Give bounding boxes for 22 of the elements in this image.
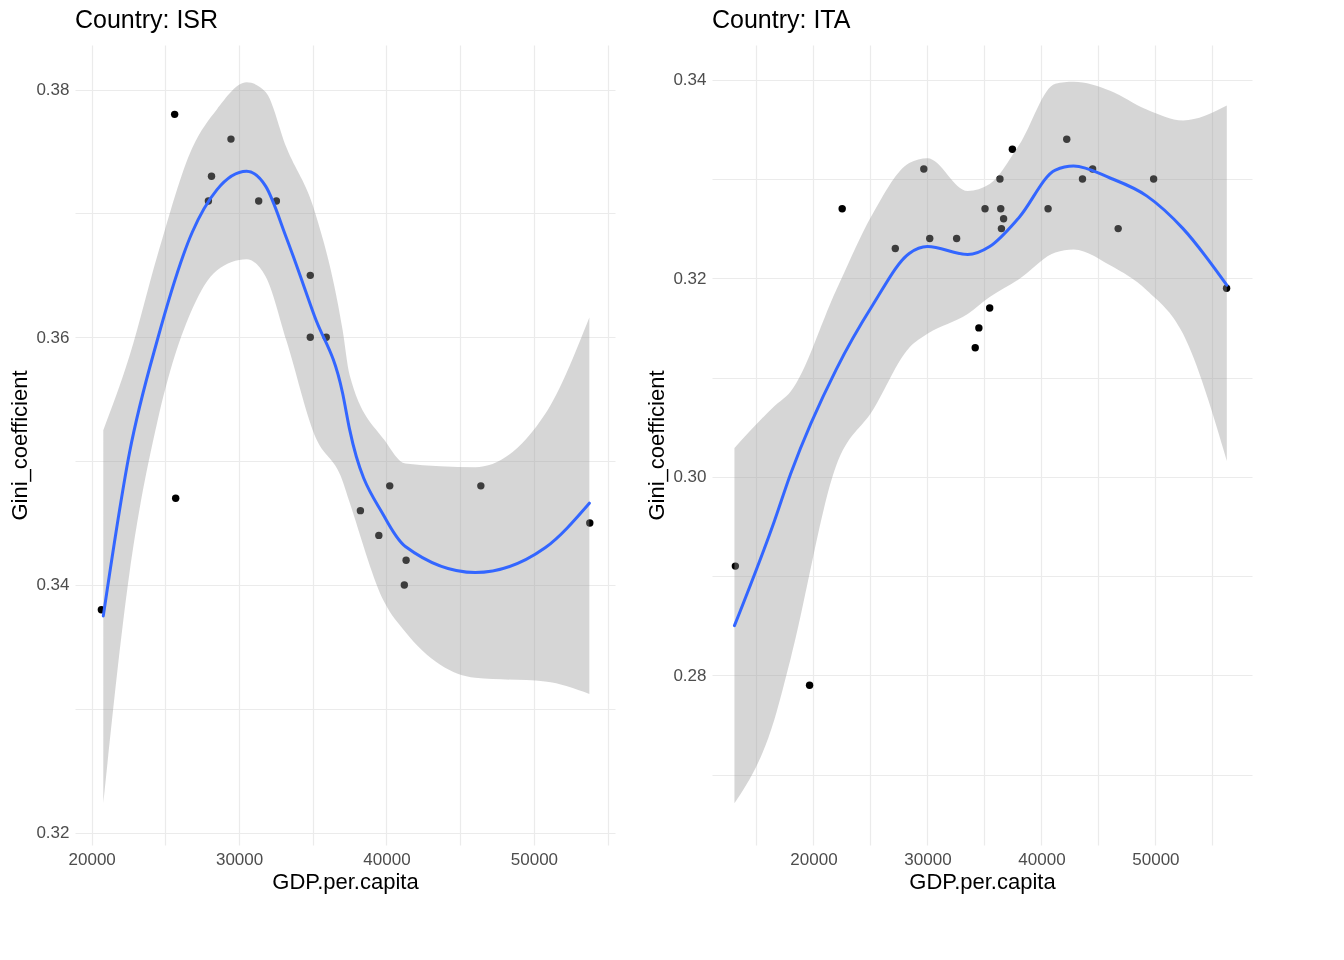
y-tick-label: 0.34 bbox=[36, 575, 70, 595]
y-tick-label: 0.32 bbox=[673, 268, 707, 288]
x-tick-label: 40000 bbox=[1018, 849, 1066, 869]
x-tick-label: 20000 bbox=[790, 849, 838, 869]
y-tick-label: 0.30 bbox=[673, 467, 707, 487]
chart-title: Country: ISR bbox=[75, 5, 219, 33]
y-axis-title: Gini_coefficient bbox=[7, 370, 33, 521]
y-tick-label: 0.34 bbox=[673, 70, 707, 90]
y-tick-label: 0.32 bbox=[36, 823, 70, 843]
x-tick-label: 50000 bbox=[1132, 849, 1180, 869]
x-tick-label: 50000 bbox=[510, 849, 559, 869]
y-axis-title: Gini_coefficient bbox=[644, 370, 670, 521]
x-tick-label: 20000 bbox=[68, 849, 116, 869]
x-axis-title: GDP.per.capita bbox=[272, 868, 420, 894]
y-tick-label: 0.38 bbox=[36, 80, 70, 100]
x-tick-label: 30000 bbox=[215, 849, 264, 869]
x-tick-label: 30000 bbox=[904, 849, 952, 869]
y-tick-label: 0.36 bbox=[36, 327, 70, 347]
y-tick-label: 0.28 bbox=[673, 665, 707, 685]
x-axis-title: GDP.per.capita bbox=[909, 868, 1057, 894]
x-tick-label: 40000 bbox=[363, 849, 411, 869]
chart-title: Country: ITA bbox=[712, 5, 851, 33]
